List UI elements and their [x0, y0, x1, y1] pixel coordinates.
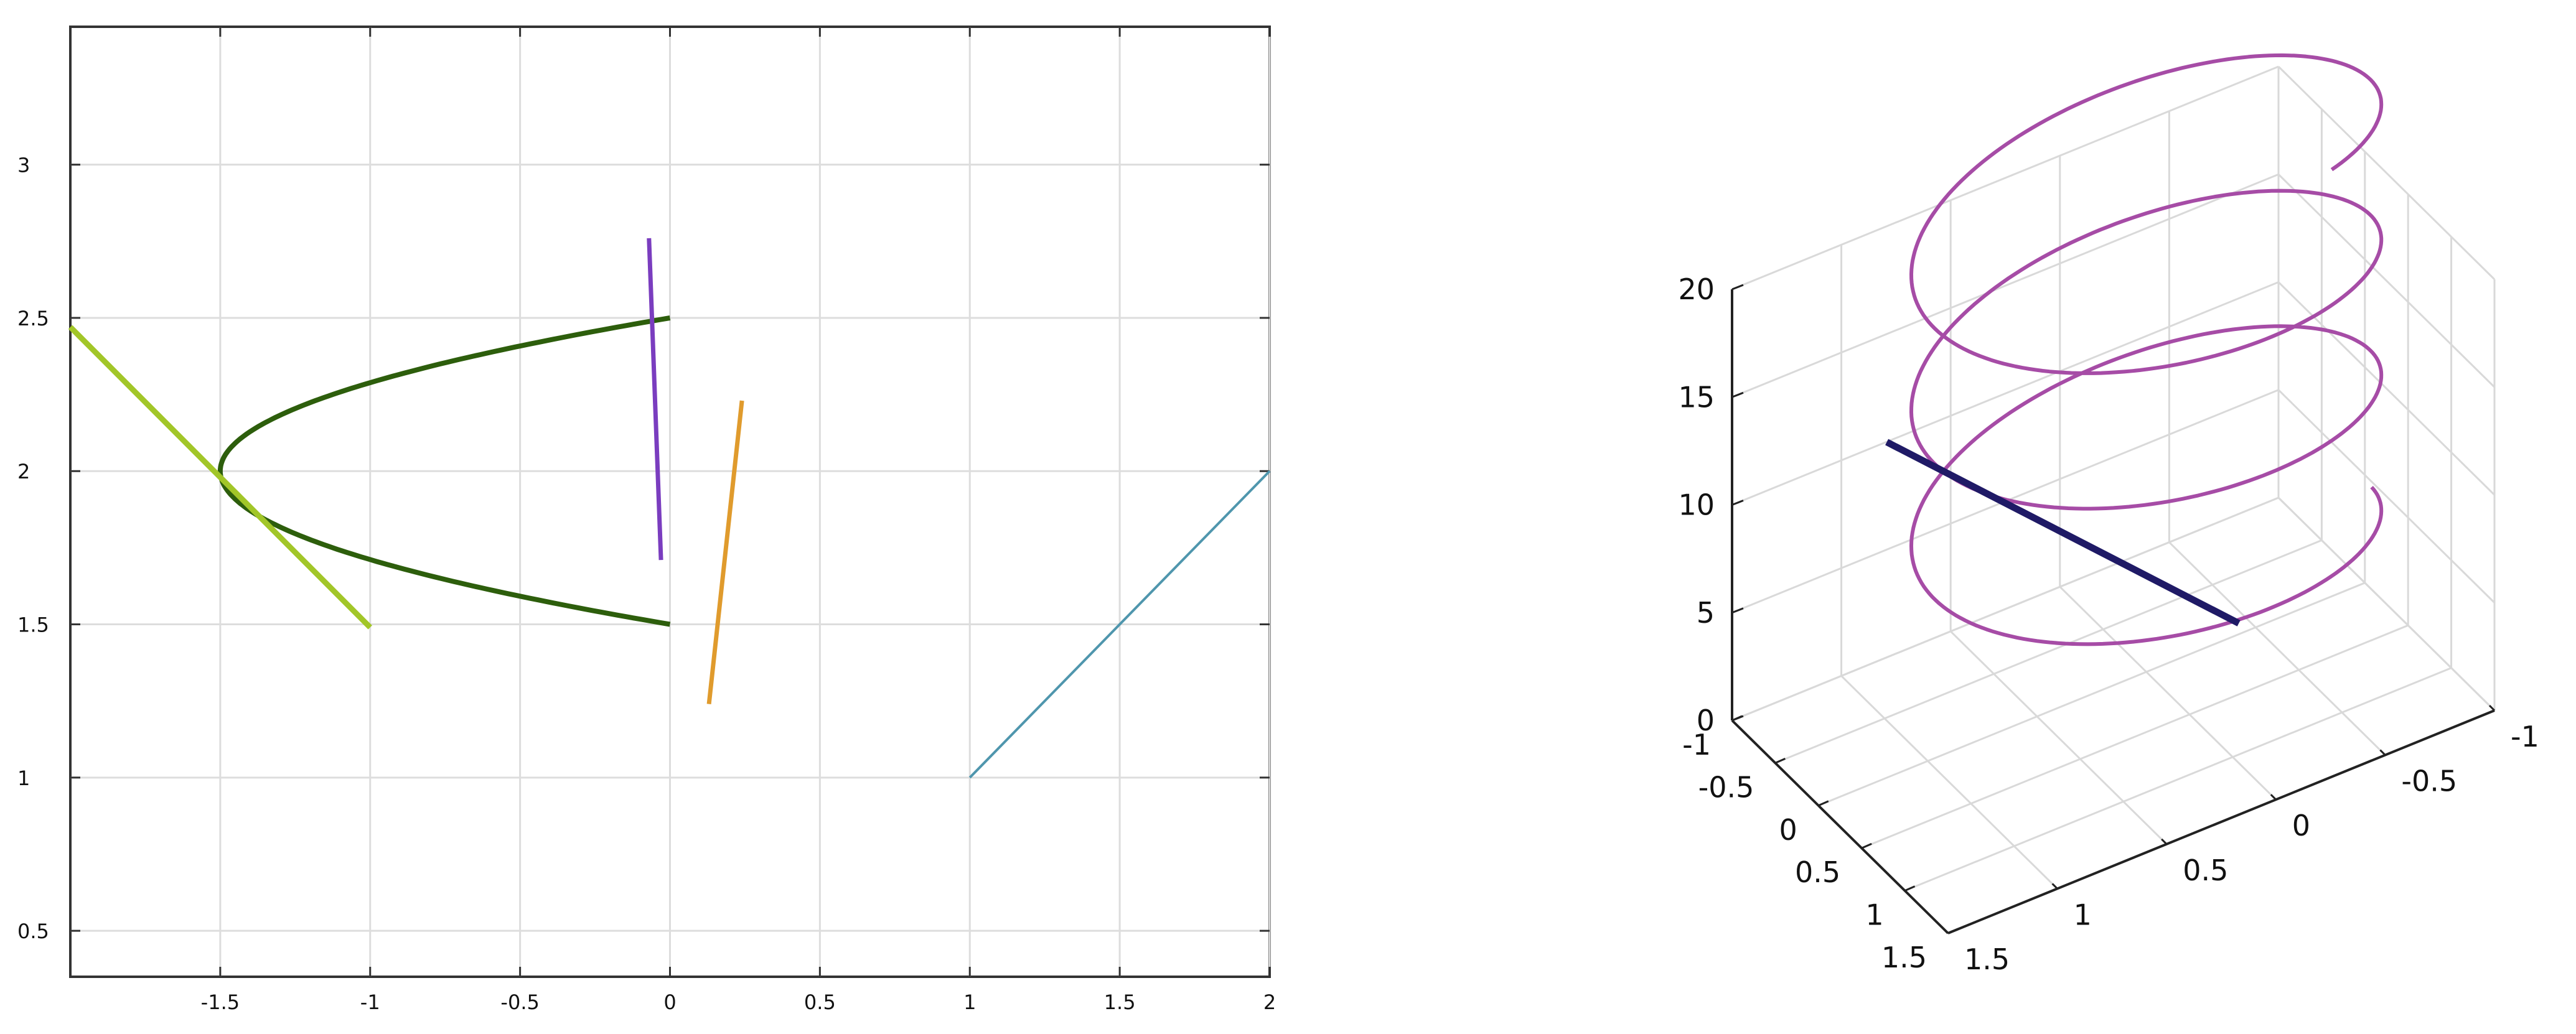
x-tick-labels: -1.5 -1 -0.5 0 0.5 1 1.5 2: [201, 990, 1276, 1014]
y-tick: [2270, 794, 2277, 801]
z-tick: [1731, 500, 1744, 506]
wall-grid-line: [2277, 389, 2496, 603]
z-tick: [1731, 391, 1744, 398]
x-tick-label: 1.5: [1104, 990, 1136, 1014]
floor-grid-line: [1840, 675, 2058, 890]
x-tick: [1774, 758, 1786, 764]
x-tick-label: 0.5: [1795, 855, 1840, 889]
y-tick-label: -1: [2511, 720, 2539, 753]
wall-grid-line: [1731, 281, 2279, 506]
x-tick-label: -0.5: [500, 990, 539, 1014]
y-tick: [2379, 749, 2386, 756]
y-tick-label: 2: [17, 460, 30, 483]
tangent-line-green: [68, 325, 372, 630]
floor-grid-line: [2168, 541, 2386, 756]
3d-series: [1885, 53, 2384, 646]
wall-grid-line: [2277, 174, 2496, 388]
floor-grid-line: [1904, 667, 2452, 892]
y-tick-label: 2.5: [17, 307, 49, 330]
y-tick: [2051, 883, 2058, 890]
x-tick-label: -0.5: [1698, 770, 1754, 804]
z-tick-label: 10: [1678, 488, 1715, 522]
floor-grid-line: [1861, 624, 2409, 849]
y-tick: [2161, 838, 2168, 845]
y-tick-label: 0.5: [2183, 854, 2228, 887]
y-tick-label: 1.5: [17, 613, 49, 637]
x-tick: [1818, 800, 1829, 807]
segment-orange: [706, 400, 744, 704]
wall-grid-line: [1731, 65, 2279, 291]
wall-grid-line: [2277, 65, 2496, 281]
x-tick-label: 0: [1779, 813, 1797, 847]
y-tick-label: 1: [17, 766, 30, 790]
y-tick-label: -0.5: [2401, 765, 2457, 798]
3d-axes: [1731, 284, 2496, 934]
z-tick-label: 0: [1697, 704, 1715, 737]
y-axis-line: [1947, 709, 2495, 934]
y-tick-label: 0: [2292, 809, 2310, 842]
x-tick-label: 0: [663, 990, 676, 1014]
y-tick: [2488, 704, 2496, 712]
3d-tick-labels: -1 -0.5 0 0.5 1 1.5 -1 -0.5 0 0.5 1 1.5 0 5 10 15 20: [1678, 272, 2539, 976]
y-tick: [1942, 927, 1949, 934]
3d-grid: [1731, 65, 2496, 934]
series-lines: [68, 238, 1271, 779]
x-tick-label: 2: [1263, 990, 1276, 1014]
x-tick: [1947, 928, 1959, 934]
x-tick-label: 1.5: [1881, 941, 1927, 974]
z-tick: [1731, 284, 1744, 291]
y-tick-label: 0.5: [17, 920, 49, 943]
helix-curve: [1909, 53, 2384, 646]
wall-grid-line: [2277, 496, 2496, 712]
segment-purple: [647, 238, 663, 561]
tangent-line-3d: [1885, 439, 2241, 626]
z-tick-label: 15: [1678, 380, 1715, 414]
x-tick-label: -1: [360, 990, 380, 1014]
grid-lines: [70, 27, 1271, 977]
wall-grid-line: [1731, 173, 2279, 398]
y-tick-label: 1.5: [1964, 943, 2010, 976]
wall-grid-line: [2277, 281, 2496, 496]
parabola-curve: [217, 315, 671, 627]
floor-grid-line: [1818, 582, 2366, 807]
tick-marks: [70, 27, 1271, 977]
x-tick-label: 0.5: [804, 990, 836, 1014]
y-tick-label: 1: [2074, 898, 2092, 931]
parabola-tangent-chart: -1.5 -1 -0.5 0 0.5 1 1.5 2 0.5 1 1.5 2 2.5 3: [17, 26, 1276, 1014]
floor-grid-line: [1950, 630, 2168, 845]
floor-grid-line: [1774, 539, 2322, 764]
tangent-line-blue: [968, 470, 1271, 779]
x-tick: [1904, 885, 1916, 892]
y-tick-label: 3: [17, 154, 30, 177]
z-tick-label: 20: [1678, 272, 1715, 306]
x-axis-line: [1731, 719, 1949, 934]
z-tick: [1731, 607, 1744, 614]
helix-3d-chart: -1 -0.5 0 0.5 1 1.5 -1 -0.5 0 0.5 1 1.5 0 5 10 15 20: [1678, 53, 2539, 976]
z-tick-label: 5: [1697, 596, 1715, 630]
z-tick: [1731, 715, 1744, 722]
x-tick-label: -1.5: [201, 990, 240, 1014]
x-tick: [1861, 842, 1872, 849]
wall-grid-line: [1731, 496, 2279, 722]
x-tick-label: -1: [1682, 728, 1711, 762]
y-tick-labels: 0.5 1 1.5 2 2.5 3: [17, 154, 49, 943]
x-tick-label: 1: [1865, 898, 1883, 932]
x-tick-label: 1: [963, 990, 976, 1014]
floor-grid-line: [2059, 586, 2277, 801]
